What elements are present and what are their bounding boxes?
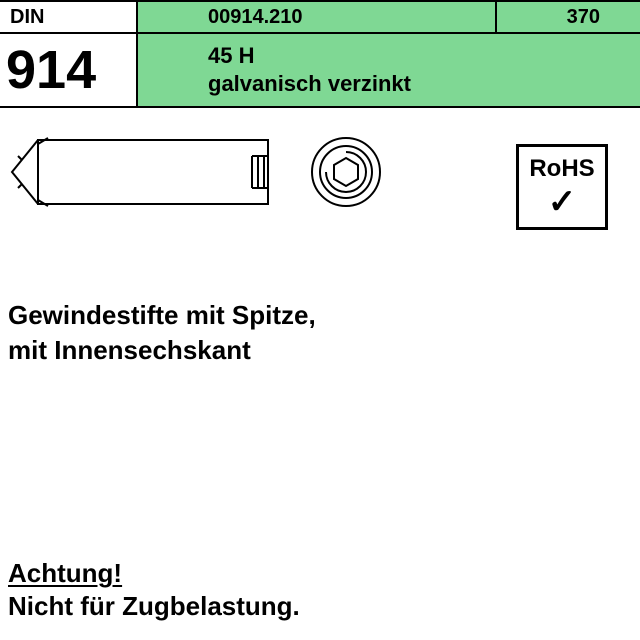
din-number: 914 [6, 43, 96, 97]
product-title: Gewindestifte mit Spitze, mit Innensechs… [8, 298, 316, 368]
din-number-cell: 914 [0, 34, 138, 106]
warning-heading: Achtung! [8, 558, 300, 589]
header-standard-cell: DIN [0, 2, 138, 32]
material-finish: galvanisch verzinkt [208, 71, 640, 97]
material-cell: 45 H galvanisch verzinkt [138, 34, 640, 106]
title-line-2: mit Innensechskant [8, 333, 316, 368]
header-code-cell: 00914.210 [138, 2, 495, 32]
title-line-1: Gewindestifte mit Spitze, [8, 298, 316, 333]
rohs-badge: RoHS ✓ [516, 144, 608, 230]
diagram-area: RoHS ✓ [0, 108, 640, 278]
header-right-label: 370 [567, 6, 600, 29]
rohs-label: RoHS [529, 155, 594, 183]
warning-block: Achtung! Nicht für Zugbelastung. [8, 558, 300, 622]
material-grade: 45 H [208, 43, 640, 69]
warning-text: Nicht für Zugbelastung. [8, 591, 300, 622]
header-row: DIN 00914.210 370 [0, 0, 640, 34]
band-row: 914 45 H galvanisch verzinkt [0, 34, 640, 108]
header-code-label: 00914.210 [208, 6, 303, 29]
rohs-check-icon: ✓ [548, 185, 577, 219]
screw-drawing [8, 136, 388, 212]
header-right-cell: 370 [495, 2, 640, 32]
header-standard-label: DIN [10, 6, 44, 29]
